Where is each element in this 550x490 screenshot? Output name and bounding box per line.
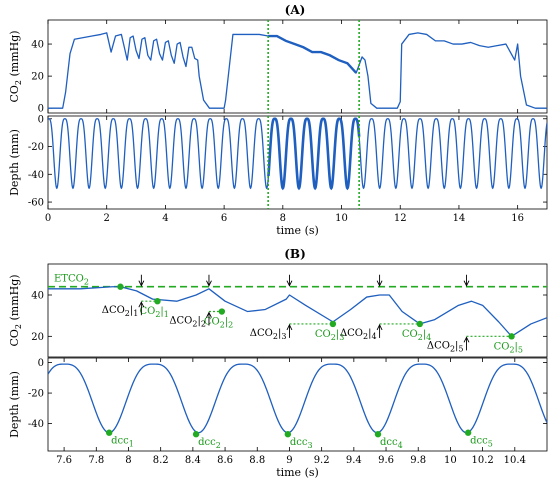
delta-label: ΔCO2|1 (102, 305, 139, 318)
x-tick-label: 7.8 (88, 455, 104, 466)
delta-arrowhead-bottom (206, 311, 212, 318)
delta-label: ΔCO2|4 (340, 328, 377, 341)
chart-A-co2: 0 20 40 CO2 (mmHg) (8, 19, 548, 115)
etco2-label: ETCO2 (54, 274, 89, 287)
y-tick-label: -40 (28, 170, 44, 181)
y-tick-label: -60 (28, 198, 44, 209)
series-line (48, 286, 547, 337)
x-tick-label: 8.2 (153, 455, 169, 466)
y-tick-label: 0 (38, 114, 44, 125)
marker-point (192, 431, 200, 438)
plot-area (48, 363, 547, 434)
co2-label: CO2|5 (494, 341, 523, 354)
y-axis-label: CO2 (mmHg) (8, 274, 23, 346)
delta-label: ΔCO2|5 (427, 340, 464, 353)
y-axis-label: Depth (mm) (8, 129, 21, 196)
x-tick-label: 9.8 (410, 455, 426, 466)
marker-point (117, 283, 124, 290)
delta-arrowhead-bottom (376, 323, 383, 331)
y-tick-label: 20 (31, 332, 44, 343)
series-line (48, 32, 547, 109)
delta-arrowhead-top (138, 280, 145, 287)
series-line-highlight (267, 117, 361, 191)
y-tick-label: 0 (38, 104, 44, 115)
series-line-highlight (268, 34, 358, 74)
x-tick-label: 12 (394, 213, 407, 224)
panel-b-title: (B) (284, 247, 306, 261)
x-tick-label: 8 (125, 455, 131, 466)
y-tick-label: -20 (28, 142, 44, 153)
x-tick-label: 7.6 (56, 455, 72, 466)
panel-a-title: (A) (285, 3, 306, 17)
co2-label: CO2|3 (315, 329, 344, 342)
plot-area (48, 117, 547, 191)
x-tick-label: 9.2 (314, 455, 330, 466)
co2-label: CO2|1 (139, 306, 168, 319)
x-tick-label: 8.6 (217, 455, 233, 466)
x-tick-label: 8.8 (249, 455, 265, 466)
marker-point (284, 431, 292, 438)
x-tick-label: 9 (286, 455, 292, 466)
series-line (48, 363, 547, 434)
x-axis-label: time (s) (276, 466, 319, 479)
plot-frame (47, 115, 548, 210)
y-tick-label: 0 (38, 358, 44, 369)
delta-arrowhead-bottom (463, 336, 470, 343)
y-tick-label: 40 (31, 40, 44, 51)
marker-point (105, 429, 113, 436)
dcc-label: dcc4 (380, 437, 403, 450)
co2-label: CO2|2 (204, 317, 233, 330)
x-tick-label: 4 (162, 213, 168, 224)
chart-B-co2: 20 40 CO2 (mmHg) ETCO2 CO2|1 CO2|2 CO2|3 CO2|4 C… (8, 263, 548, 358)
delta-arrowhead-top (376, 280, 383, 287)
x-tick-label: 6 (221, 213, 227, 224)
dcc-label: dcc3 (290, 437, 313, 450)
delta-label: ΔCO2|2 (169, 316, 206, 329)
x-tick-label: 8 (280, 213, 286, 224)
plot-area (48, 285, 547, 337)
marker-point (374, 431, 382, 438)
x-tick-label: 10 (335, 213, 348, 224)
dcc-label: dcc2 (198, 437, 221, 450)
dcc-label: dcc1 (111, 436, 134, 449)
x-tick-label: 14 (453, 213, 466, 224)
co2-label: CO2|4 (402, 329, 431, 342)
plot-frame (47, 19, 548, 114)
x-tick-label: 9.6 (378, 455, 394, 466)
x-tick-label: 10 (444, 455, 457, 466)
chart-B-depth: 0 -20 -40 7.6 7.8 8 8.2 8.4 8.6 8.8 9 9.2 9.4 9.6 9.8 1… (8, 357, 548, 479)
y-tick-label: -40 (28, 419, 44, 430)
x-tick-label: 16 (511, 213, 524, 224)
x-axis-label: time (s) (276, 224, 319, 237)
marker-point (329, 320, 337, 328)
delta-label: ΔCO2|3 (250, 328, 287, 341)
x-tick-label: 9.4 (346, 455, 362, 466)
y-tick-label: 20 (31, 72, 44, 83)
marker-point (464, 429, 472, 436)
delta-arrowhead-top (463, 280, 470, 287)
delta-arrowhead-top (286, 280, 293, 287)
x-tick-label: 0 (45, 213, 51, 224)
x-tick-label: 10.4 (504, 455, 526, 466)
y-axis-label: CO2 (mmHg) (8, 30, 23, 102)
y-tick-label: -20 (28, 389, 44, 400)
delta-arrowhead-bottom (286, 323, 293, 331)
delta-arrowhead-top (206, 280, 212, 287)
y-tick-label: 40 (31, 291, 44, 302)
delta-arrowhead-bottom (138, 301, 145, 308)
plot-area (48, 32, 547, 109)
dcc-label: dcc5 (470, 436, 493, 449)
x-tick-label: 10.2 (471, 455, 493, 466)
y-axis-label: Depth (mm) (8, 371, 21, 438)
x-tick-label: 2 (104, 213, 110, 224)
x-tick-label: 8.4 (185, 455, 201, 466)
plot-frame (47, 263, 548, 358)
plot-frame (47, 357, 548, 452)
